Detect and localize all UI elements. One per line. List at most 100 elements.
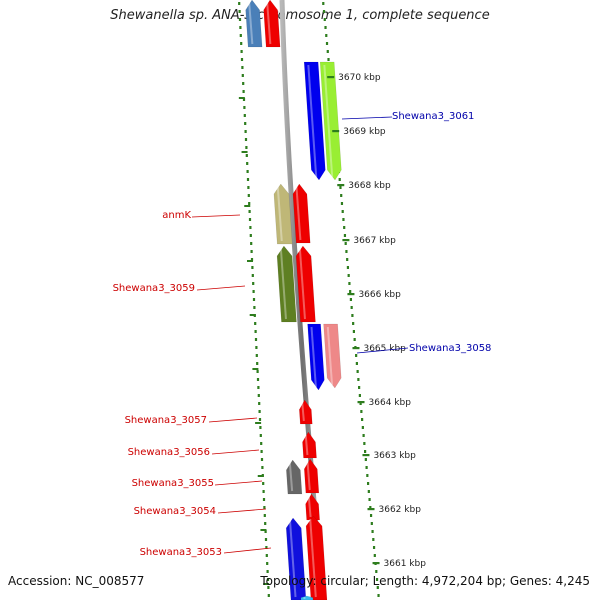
ring-dot — [351, 314, 354, 317]
ring-dot — [263, 506, 266, 509]
tick-mark — [342, 239, 350, 242]
ring-dot — [263, 514, 266, 517]
gene-shewana3_3057[interactable] — [299, 399, 313, 425]
gene-label-shewana3_3054[interactable]: Shewana3_3054 — [134, 506, 216, 517]
gene-shewana3_3053[interactable] — [305, 515, 328, 600]
gene-feature-3[interactable] — [273, 183, 293, 245]
ring-dot — [349, 298, 353, 301]
tick-mark — [337, 184, 345, 187]
gene-highlight — [323, 64, 334, 178]
ring-dot — [255, 354, 258, 357]
tick-mark — [362, 454, 370, 457]
callout-line — [356, 347, 409, 354]
gene-label-shewana3_3061[interactable]: Shewana3_3061 — [392, 111, 474, 122]
tick-label: 3664 kbp — [369, 398, 412, 408]
ring-dot — [256, 362, 259, 365]
tick-mark — [332, 130, 340, 133]
ring-dot — [360, 410, 363, 413]
gene-feature-11[interactable] — [286, 459, 303, 495]
gene-label-shewana3_3058[interactable]: Shewana3_3058 — [409, 343, 491, 354]
gene-feature-5[interactable] — [276, 245, 297, 323]
ring-dot — [238, 2, 241, 5]
gene-anmk[interactable] — [292, 183, 311, 244]
ring-dot — [260, 442, 263, 445]
ring-dot — [323, 18, 326, 21]
callout-line — [223, 547, 272, 554]
ring-dot — [350, 306, 353, 309]
gene-feature-17[interactable] — [300, 595, 314, 600]
gene-feature-16[interactable] — [245, 0, 263, 48]
gene-feature-14[interactable] — [285, 517, 307, 600]
ring-dot — [253, 306, 256, 309]
gene-shewana3_3061[interactable] — [303, 61, 326, 181]
ring-dot — [248, 218, 252, 221]
gene-shewana3_3056[interactable] — [302, 431, 317, 459]
gene-label-shewana3_3059[interactable]: Shewana3_3059 — [113, 283, 195, 294]
ring-dot — [366, 482, 370, 485]
ring-dot — [241, 66, 244, 69]
ring-dot — [238, 10, 241, 13]
ring-dot — [322, 2, 325, 5]
gene-feature-15[interactable] — [263, 0, 281, 48]
ring-dot — [242, 90, 245, 93]
ring-dot — [260, 450, 263, 453]
accession-label: Accession: NC_008577 — [8, 574, 145, 588]
ring-dot — [358, 386, 361, 389]
ring-dot — [266, 570, 269, 573]
ring-dot — [355, 354, 358, 357]
gene-highlight — [307, 496, 312, 518]
gene-label-anmk[interactable]: anmK — [162, 210, 191, 221]
ring-dot — [242, 98, 246, 101]
gene-feature-7[interactable] — [323, 323, 342, 389]
ring-dot — [258, 418, 262, 421]
ring-dot — [251, 274, 254, 277]
inner-tick — [260, 529, 267, 531]
ring-dot — [267, 586, 270, 589]
tick-mark — [372, 562, 380, 565]
ring-dot — [265, 546, 268, 549]
gene-highlight — [309, 518, 317, 598]
inner-tick — [244, 205, 251, 207]
ring-dot — [240, 42, 243, 45]
gene-label-shewana3_3053[interactable]: Shewana3_3053 — [140, 547, 222, 558]
ring-dot — [265, 554, 268, 557]
ring-dot — [377, 594, 380, 597]
callout-line — [211, 449, 260, 455]
ring-dot — [345, 250, 348, 253]
inner-tick — [247, 260, 253, 262]
inner-tick — [238, 97, 245, 99]
gene-shewana3_3055[interactable] — [304, 458, 320, 494]
ring-dot — [249, 226, 252, 229]
ring-dot — [264, 522, 267, 525]
ring-dot — [257, 394, 260, 397]
ring-dot — [250, 242, 253, 245]
gene-label-shewana3_3055[interactable]: Shewana3_3055 — [132, 478, 214, 489]
ring-dot — [251, 266, 254, 269]
gene-label-shewana3_3057[interactable]: Shewana3_3057 — [125, 415, 207, 426]
gene-highlight — [295, 186, 302, 241]
gene-label-shewana3_3056[interactable]: Shewana3_3056 — [128, 447, 210, 458]
ring-dot — [254, 338, 258, 341]
gene-shewana3_3054[interactable] — [305, 493, 320, 521]
ring-dot — [262, 498, 266, 501]
ring-dot — [254, 322, 257, 325]
ring-dot — [366, 474, 369, 477]
ring-dot — [264, 530, 267, 533]
ring-dot — [248, 210, 251, 213]
gene-highlight — [266, 2, 272, 45]
gene-shewana3_3059[interactable] — [295, 245, 316, 323]
ring-dot — [364, 450, 367, 453]
ring-dot — [250, 250, 253, 253]
ring-dot — [361, 426, 364, 429]
gene-feature-1[interactable] — [319, 61, 342, 181]
ring-dot — [342, 218, 345, 221]
callout-line — [196, 285, 246, 291]
tick-mark — [347, 293, 355, 296]
ring-dot — [266, 562, 269, 565]
ring-dot — [239, 26, 242, 29]
ring-dot — [352, 330, 355, 333]
ring-dot — [372, 538, 375, 541]
gene-shewana3_3058[interactable] — [307, 323, 325, 391]
ring-dot — [252, 298, 256, 301]
